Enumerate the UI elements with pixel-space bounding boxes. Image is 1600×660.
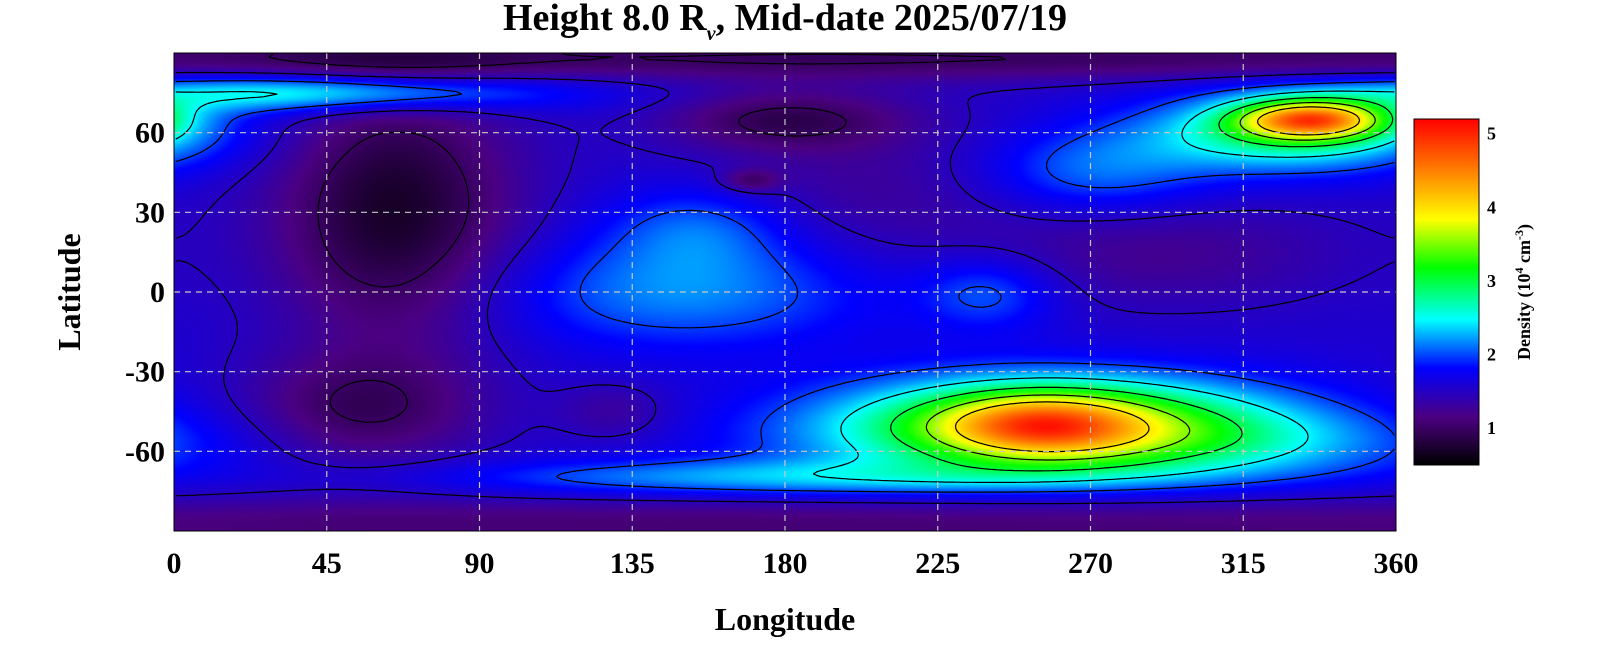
y-tick-label: 0: [150, 276, 165, 309]
y-tick-label: 60: [135, 117, 165, 150]
x-tick-label: 315: [1221, 547, 1266, 580]
contour-line: [175, 80, 1395, 493]
contour-line: [175, 71, 1395, 505]
y-axis-title: Latitude: [51, 233, 87, 350]
plot-area: [174, 53, 1396, 531]
x-tick-label: 270: [1068, 547, 1113, 580]
plot-frame: [173, 52, 1397, 532]
colorbar: [1413, 118, 1480, 466]
x-tick-label: 0: [167, 547, 182, 580]
x-tick-labels: 0 45 90 135 180 225 270 315 360: [167, 547, 1419, 580]
y-tick-label: -30: [125, 356, 165, 389]
contour-line: [925, 101, 1376, 461]
x-tick-label: 45: [312, 547, 342, 580]
y-tick-label: 30: [135, 196, 165, 229]
x-tick-label: 225: [915, 547, 960, 580]
colorbar-tick-label: 2: [1487, 345, 1496, 365]
contour-line: [268, 53, 1006, 423]
grid-lines: [174, 53, 1396, 531]
x-axis-title: Longitude: [715, 601, 855, 637]
contour-line: [890, 97, 1394, 472]
x-tick-label: 135: [610, 547, 655, 580]
x-tick-label: 90: [465, 547, 495, 580]
y-tick-labels: 60 30 0 -30 -60: [125, 117, 165, 469]
colorbar-tick-label: 4: [1487, 197, 1496, 217]
y-tick-label: -60: [125, 435, 165, 468]
colorbar-ticks: 1 2 3 4 5: [1487, 124, 1496, 438]
contour-lines: [175, 53, 1395, 505]
colorbar-tick-label: 1: [1487, 418, 1496, 438]
title-subscript: v: [707, 23, 717, 45]
x-tick-label: 360: [1374, 547, 1419, 580]
contour-line: [175, 90, 1395, 483]
colorbar-tick-label: 3: [1487, 271, 1496, 291]
x-tick-label: 180: [763, 547, 808, 580]
colorbar-label: Density (104 cm-3): [1512, 224, 1535, 360]
chart-title: Height 8.0 Rv, Mid-date 2025/07/19: [503, 0, 1067, 45]
colorbar-tick-label: 5: [1487, 124, 1496, 144]
